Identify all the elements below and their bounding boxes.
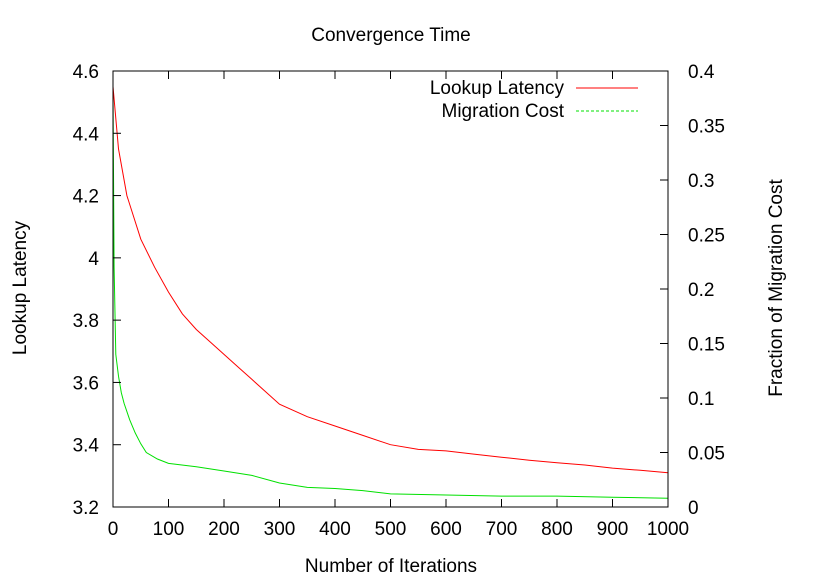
series-line-migration-cost	[112, 92, 669, 499]
y2-tick-label: 0	[688, 498, 699, 519]
y2-tick-label: 0.4	[688, 62, 715, 83]
x-tick-label: 300	[264, 519, 296, 540]
y-tick-label: 3.4	[73, 436, 100, 457]
y2-tick-label: 0.1	[688, 389, 714, 410]
y2-tick-label: 0.2	[688, 280, 714, 301]
y-tick-label: 3.2	[73, 498, 99, 519]
y2-tick-label: 0.15	[688, 335, 725, 356]
y-tick-label: 3.6	[73, 373, 99, 394]
y-tick-label: 4.6	[73, 62, 99, 83]
series-line-lookup-latency	[112, 86, 669, 474]
x-axis-title: Number of Iterations	[305, 556, 477, 577]
x-tick-label: 0	[108, 519, 119, 540]
legend: Lookup Latency Migration Cost	[430, 78, 638, 122]
x-tick-label: 1000	[647, 519, 689, 540]
x-tick-label: 600	[430, 519, 462, 540]
x-tick-label: 900	[597, 519, 629, 540]
legend-label-lookup-latency: Lookup Latency	[430, 78, 565, 99]
x-tick-label: 700	[486, 519, 518, 540]
y-tick-label: 4.4	[73, 124, 100, 145]
y2-tick-label: 0.25	[688, 226, 725, 247]
y-tick-label: 3.8	[73, 311, 99, 332]
y-axis-title: Lookup Latency	[10, 220, 31, 355]
y2-tick-label: 0.05	[688, 444, 725, 465]
x-tick-label: 100	[153, 519, 185, 540]
y2-tick-label: 0.3	[688, 171, 714, 192]
chart-title: Convergence Time	[311, 25, 470, 46]
y2-tick-label: 0.35	[688, 117, 725, 138]
y2-axis-title: Fraction of Migration Cost	[766, 179, 787, 397]
legend-label-migration-cost: Migration Cost	[442, 101, 565, 122]
y-tick-label: 4	[88, 249, 99, 270]
x-tick-label: 400	[319, 519, 351, 540]
y-axis-ticks: 3.2 3.4 3.6 3.8 4 4.2 4.4 4.6	[73, 62, 121, 519]
y2-axis-ticks: 0 0.05 0.1 0.15 0.2 0.25 0.3 0.35 0.4	[660, 62, 725, 519]
x-tick-label: 500	[375, 519, 407, 540]
y-tick-label: 4.2	[73, 187, 99, 208]
series-layer	[112, 86, 669, 499]
x-tick-label: 200	[208, 519, 240, 540]
x-axis-ticks: 0 100 200 300 400 500 600 700 800 900 1000	[108, 71, 689, 540]
x-tick-label: 800	[541, 519, 573, 540]
plot-frame	[112, 70, 669, 508]
